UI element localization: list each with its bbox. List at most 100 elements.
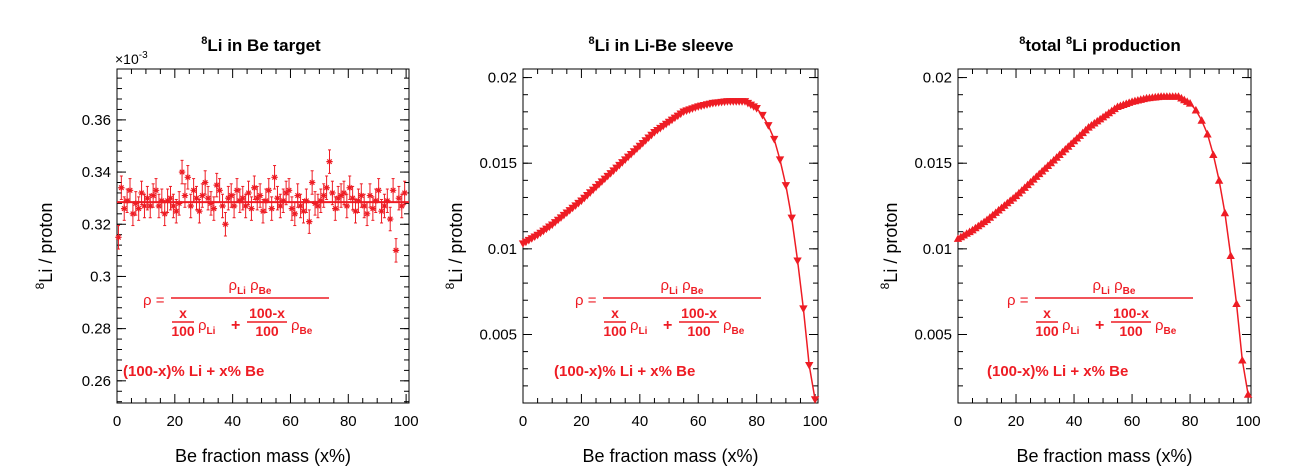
y-tick-label: 0.015 [479,155,517,172]
subscript-be: Be [259,286,272,297]
subscript-be: Be [691,286,704,297]
data-point [227,192,235,199]
data-point [781,182,791,190]
x-tick-label: 80 [748,413,765,430]
data-point [343,202,351,210]
y-tick-label: 0.3 [90,268,111,285]
data-point [355,197,362,204]
data-point [392,247,400,254]
data-point [358,192,365,199]
rho: ρ [291,317,300,334]
y-tick-label: 0.005 [914,326,952,343]
subscript-be: Be [732,326,745,337]
subscript-li: Li [1071,326,1080,337]
y-tick-label: 0.01 [488,241,517,258]
data-point [363,210,371,218]
rho-be: ρBe [723,317,745,337]
data-point [268,205,275,212]
data-point [317,197,325,204]
data-point [129,210,137,218]
data-point [360,202,368,210]
data-point [323,184,330,191]
data-point [190,187,197,194]
data-point [135,205,142,212]
frac2-denominator: 100 [687,323,711,339]
data-point [144,194,151,202]
data-point [239,194,246,202]
data-point [320,192,327,199]
data-point [1220,208,1230,217]
x-tick-label: 40 [631,413,648,430]
data-point [389,187,397,194]
y-tick-label: 0.02 [923,70,952,87]
y-tick-label: 0.32 [82,216,111,233]
data-point [387,215,394,223]
data-point [349,194,356,202]
data-point [1191,105,1201,114]
data-point [233,187,241,194]
x-tick-label: 60 [282,413,299,430]
frac2-numerator: 100-x [1113,305,1149,321]
frac1-denominator: 100 [603,323,627,339]
frac2-denominator: 100 [255,323,279,339]
data-point [274,194,281,202]
data-point [121,205,128,212]
data-point [138,189,145,197]
data-point [381,202,388,210]
data-point [262,197,270,204]
series-line [522,100,816,400]
data-series [518,98,820,404]
frac1-numerator: x [179,305,187,321]
title-superscript: 8 [201,35,207,47]
plus-sign: + [663,317,672,334]
x-tick-label: 100 [1236,413,1261,430]
data-point [230,202,238,210]
y-tick-label: 0.36 [82,112,111,129]
x-tick-label: 20 [573,413,590,430]
data-point [184,174,192,181]
chart-title: 8Li in Li-Be sleeve [588,35,733,55]
y-label-superscript: 8 [878,282,892,289]
x-tick-label: 40 [1066,413,1083,430]
rho: ρ [1155,317,1164,334]
title-text: Li in Be target [207,36,321,55]
data-point [314,202,322,210]
data-point [306,218,313,225]
data-point [201,179,209,186]
data-point [369,205,377,212]
data-point [251,184,258,191]
data-point [303,197,310,204]
data-point [271,174,278,181]
rho-be: ρBe [291,317,313,337]
y-axis-label: 8Li / proton [33,203,56,290]
data-point [132,200,139,207]
data-point [158,197,166,204]
y-tick-label: 0.26 [82,373,111,390]
data-point [375,187,382,194]
rho: ρ [1093,277,1102,294]
title-text: Li in Li-Be sleeve [595,36,734,55]
x-tick-label: 20 [1008,413,1025,430]
data-point [395,194,403,202]
x-tick-label: 80 [1182,413,1199,430]
data-point [236,197,244,204]
data-point [115,234,122,241]
data-point [326,158,333,165]
y-label-superscript: 8 [33,282,47,289]
rho-li: ρLi [630,317,648,337]
composition-label: (100-x)% Li + x% Be [554,363,695,380]
data-point [764,122,773,130]
data-point [147,202,154,210]
data-point [161,210,168,218]
data-point [204,194,212,202]
data-point [1214,176,1224,184]
data-point [401,189,408,197]
multiplier-exponent: -3 [139,50,148,61]
rho: ρ [229,277,238,294]
data-series [115,149,409,263]
data-point [178,168,186,176]
data-point [340,189,348,197]
